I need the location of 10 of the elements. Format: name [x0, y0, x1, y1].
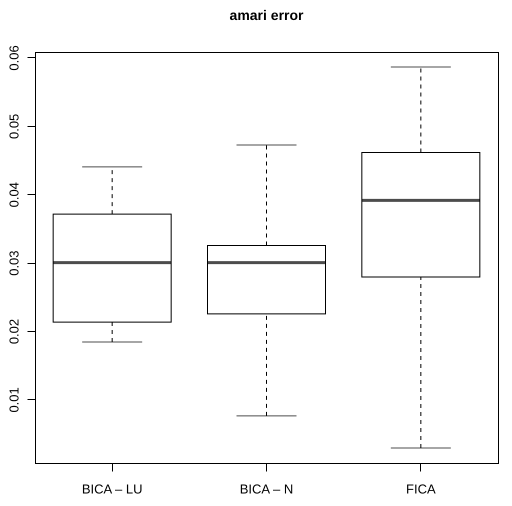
y-tick-label: 0.01	[6, 387, 22, 413]
chart-title: amari error	[230, 6, 304, 23]
x-tick-label: FICA	[406, 482, 436, 496]
y-tick-label: 0.06	[6, 45, 22, 71]
y-tick-label: 0.04	[6, 182, 22, 208]
x-tick-label: BICA – N	[240, 482, 294, 496]
x-tick-label: BICA – LU	[82, 482, 143, 496]
y-tick-label: 0.05	[6, 114, 22, 140]
y-tick-label: 0.02	[6, 318, 22, 344]
y-tick-label: 0.03	[6, 250, 22, 276]
